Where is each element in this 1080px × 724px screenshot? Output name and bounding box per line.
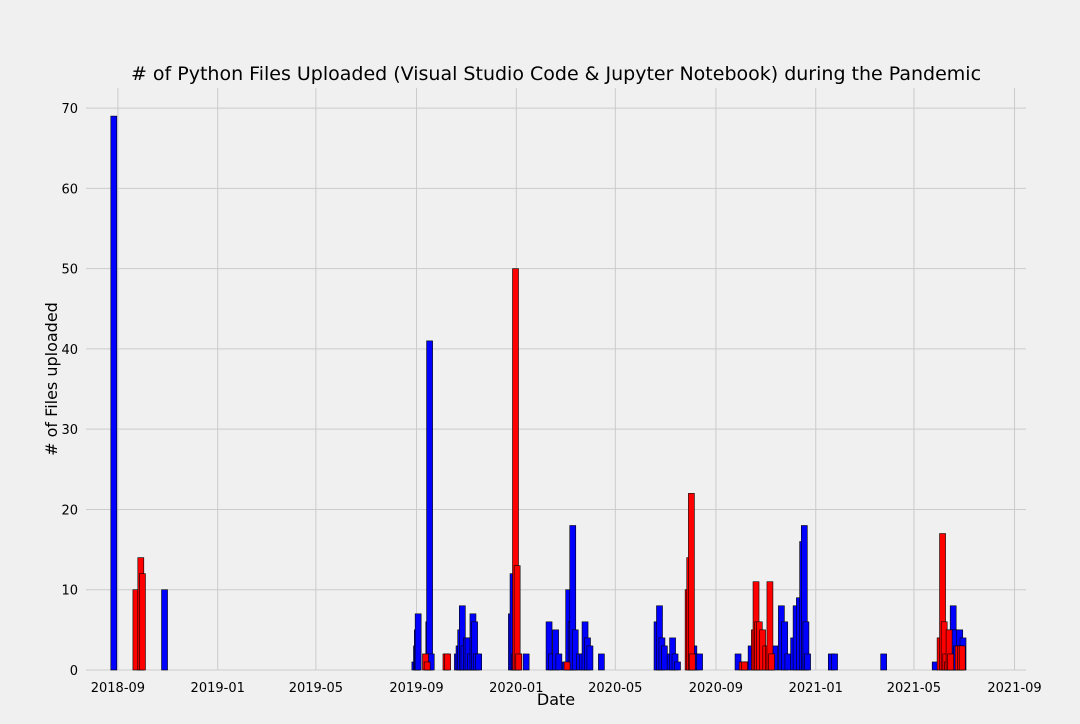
blue-bar [110,115,118,671]
blue-bar [784,653,792,671]
blue-bar [571,629,579,671]
red-bar [768,653,775,671]
red-bar [958,645,966,671]
red-bar [515,653,523,671]
chart-title: # of Python Files Uploaded (Visual Studi… [131,63,981,85]
red-bar [563,661,571,671]
y-tick-label: 50 [61,263,78,278]
y-tick-label: 40 [61,343,78,358]
blue-bar [674,661,681,671]
x-tick-label: 2021-01 [789,681,843,696]
x-tick-label: 2020-01 [489,681,543,696]
x-tick-label: 2021-09 [987,681,1041,696]
red-bar [688,493,695,671]
y-tick-label: 20 [61,503,78,518]
blue-bar [586,645,594,671]
blue-bar [475,653,482,671]
red-bar [947,653,955,671]
red-bar [688,653,696,671]
bars [110,115,967,671]
x-tick-label: 2018-09 [91,681,145,696]
red-bar [741,661,748,671]
x-axis-label: Date [537,690,575,709]
y-tick-label: 10 [61,584,78,599]
tick-labels: 0 10 20 30 40 50 60 70 2018-09 2019-01 2019-05 2019… [61,102,1041,696]
blue-bar [555,653,563,671]
y-axis-label: # of Files uploaded [42,302,61,456]
x-tick-label: 2020-09 [689,681,743,696]
blue-bar [161,589,168,671]
red-bar [444,653,451,671]
red-bar [423,661,431,671]
grid-lines [86,88,1026,671]
blue-bar [661,645,668,671]
blue-bar [598,653,605,671]
blue-bar [414,613,422,671]
y-tick-label: 30 [61,423,78,438]
y-tick-label: 70 [61,102,78,117]
x-tick-label: 2021-05 [887,681,941,696]
blue-bar [522,653,530,671]
x-tick-label: 2019-05 [289,681,343,696]
y-tick-label: 60 [61,182,78,197]
blue-bar [696,653,703,671]
red-bar [139,573,146,671]
y-tick-label: 0 [70,664,78,679]
x-tick-label: 2019-09 [389,681,443,696]
blue-bar [804,653,811,671]
blue-bar [880,653,887,671]
x-tick-label: 2020-05 [588,681,642,696]
blue-bar [426,340,433,671]
x-tick-label: 2019-01 [191,681,245,696]
blue-bar [831,653,838,671]
